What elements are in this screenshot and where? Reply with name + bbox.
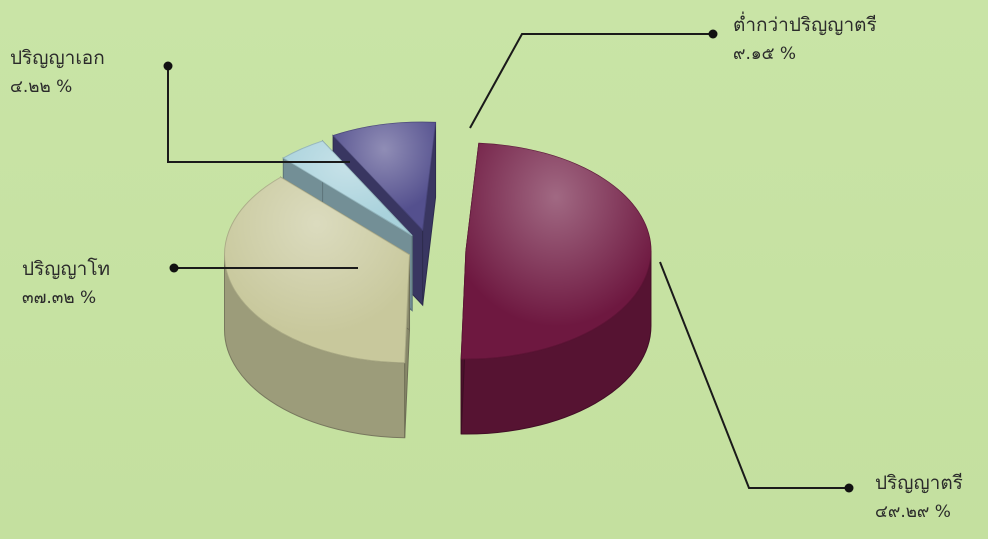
label-master: ปริญญาโท ๓๗.๓๒ % <box>22 258 110 309</box>
label-below-bachelor: ต่ำกว่าปริญญาตรี ๙.๑๕ % <box>733 14 877 65</box>
label-below-bachelor-value: ๙.๑๕ % <box>733 43 797 64</box>
label-doctorate-value: ๔.๒๒ % <box>10 76 73 97</box>
label-below-bachelor-name: ต่ำกว่าปริญญาตรี <box>733 14 877 36</box>
label-master-name: ปริญญาโท <box>22 258 111 280</box>
label-doctorate-name: ปริญญาเอก <box>10 47 105 69</box>
leader-bachelor <box>659 261 854 493</box>
slice-master <box>224 176 411 439</box>
slice-bachelor <box>460 142 652 435</box>
label-doctorate: ปริญญาเอก ๔.๒๒ % <box>10 47 105 98</box>
label-bachelor-name: ปริญญาตรี <box>875 472 963 494</box>
leader-below-bachelor <box>469 29 718 129</box>
leader-doctorate <box>163 61 350 163</box>
label-bachelor: ปริญญาตรี ๔๙.๒๙ % <box>875 472 963 523</box>
label-bachelor-value: ๔๙.๒๙ % <box>875 501 951 522</box>
leader-master <box>169 263 358 273</box>
label-master-value: ๓๗.๓๒ % <box>22 287 97 308</box>
